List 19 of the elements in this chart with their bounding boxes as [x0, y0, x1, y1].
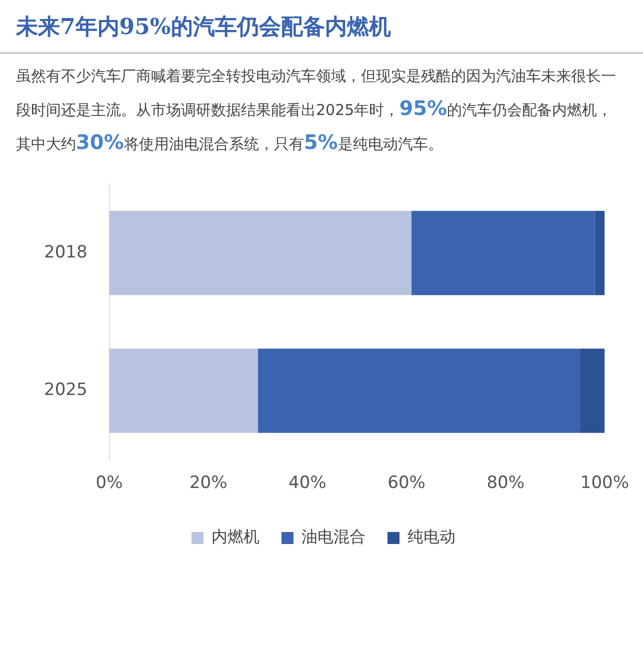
bar	[258, 348, 580, 433]
bar	[411, 210, 595, 296]
legend-label: 内燃机	[212, 527, 260, 546]
x-tick-label: 20%	[189, 473, 228, 494]
x-tick-label: 60%	[388, 473, 426, 494]
bar	[580, 348, 605, 433]
bar	[109, 210, 412, 296]
bar	[109, 348, 258, 433]
x-tick-label: 80%	[486, 473, 525, 494]
text: 虽然有不少汽车厂商喊着要完全转投电动汽车领域，但现实是残酷的因为汽油车未来很长一段时间还是主流。从市场调研数据结果能看出2025年时，95%的汽车仍会配备内燃机，其中大约30%将使用油电混合系统，只有5%是纯电动汽车。	[16, 67, 616, 154]
chart-title: 未来7年内95%的汽车仍会配备内燃机	[0, 0, 643, 54]
x-tick-label: 40%	[288, 473, 326, 494]
legend-label: 油电混合	[302, 527, 366, 546]
x-tick-label: 100%	[580, 473, 630, 494]
bar	[594, 210, 605, 296]
legend-label: 纯电动	[408, 527, 456, 546]
x-tick-label: 0%	[96, 473, 123, 494]
y-tick-label: 2018	[44, 242, 88, 262]
y-tick-label: 2025	[44, 380, 88, 400]
